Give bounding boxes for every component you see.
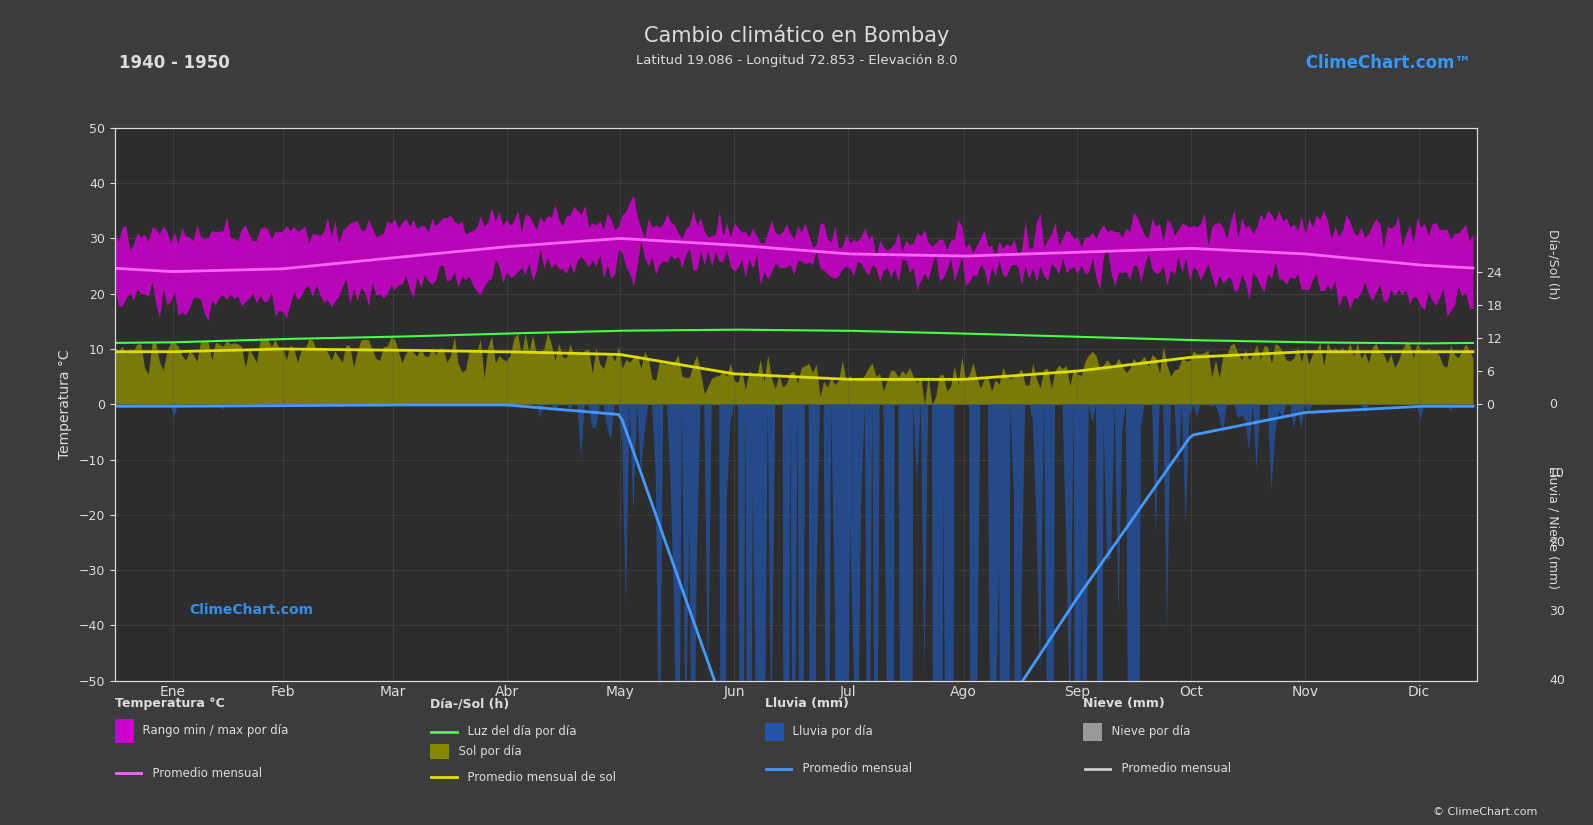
Text: ClimeChart.com: ClimeChart.com: [190, 603, 314, 617]
Text: Promedio mensual de sol: Promedio mensual de sol: [460, 771, 616, 784]
Text: Luz del día por día: Luz del día por día: [460, 725, 577, 738]
Text: Sol por día: Sol por día: [451, 745, 521, 758]
Text: Latitud 19.086 - Longitud 72.853 - Elevación 8.0: Latitud 19.086 - Longitud 72.853 - Eleva…: [636, 54, 957, 67]
Text: 1940 - 1950: 1940 - 1950: [119, 54, 231, 72]
Text: Promedio mensual: Promedio mensual: [795, 762, 913, 776]
Text: 0: 0: [1548, 398, 1556, 411]
Text: Cambio climático en Bombay: Cambio climático en Bombay: [644, 25, 949, 46]
Text: 30: 30: [1548, 605, 1564, 618]
Text: 40: 40: [1548, 674, 1564, 687]
Text: Nieve por día: Nieve por día: [1104, 725, 1190, 738]
Text: Lluvia / Nieve (mm): Lluvia / Nieve (mm): [1547, 466, 1560, 590]
Text: Promedio mensual: Promedio mensual: [1114, 762, 1231, 776]
Text: Lluvia por día: Lluvia por día: [785, 725, 873, 738]
Text: 20: 20: [1548, 536, 1564, 549]
Text: 10: 10: [1548, 467, 1564, 480]
Y-axis label: Temperatura °C: Temperatura °C: [57, 350, 72, 459]
Text: Día-/Sol (h): Día-/Sol (h): [430, 697, 510, 710]
Text: Rango min / max por día: Rango min / max por día: [135, 724, 288, 738]
Text: © ClimeChart.com: © ClimeChart.com: [1432, 807, 1537, 817]
Text: Nieve (mm): Nieve (mm): [1083, 697, 1164, 710]
Text: Lluvia (mm): Lluvia (mm): [765, 697, 849, 710]
Text: Día-/Sol (h): Día-/Sol (h): [1547, 229, 1560, 299]
Text: Temperatura °C: Temperatura °C: [115, 697, 225, 710]
Text: ClimeChart.com™: ClimeChart.com™: [1300, 54, 1472, 72]
Text: Promedio mensual: Promedio mensual: [145, 766, 263, 780]
